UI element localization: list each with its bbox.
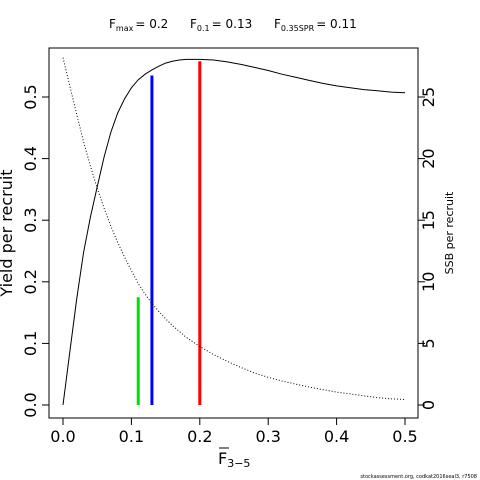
y2-tick-label: 5 xyxy=(419,338,438,348)
x-axis-title-subscript: 3−5 xyxy=(227,457,250,470)
y2-axis-title: SSB per recruit xyxy=(443,191,456,274)
caption: stockassessment.org, codkat2016seal3, r7… xyxy=(360,474,477,480)
y-tick-label: 0.1 xyxy=(21,331,40,356)
y2-tick-label: 0 xyxy=(419,400,438,410)
series-lines xyxy=(62,57,406,406)
y-axis-left: 0.0 0.1 0.2 0.3 0.4 0.5 xyxy=(21,84,50,418)
y-tick-label: 0.3 xyxy=(21,207,40,232)
y2-tick-label: 20 xyxy=(419,148,438,168)
y-tick-label: 0.0 xyxy=(21,392,40,417)
header-fspr-subscript: 0.35SPR xyxy=(281,24,315,33)
reference-lines xyxy=(136,61,202,405)
x-tick-label: 0.3 xyxy=(255,427,280,446)
header-fmax: Fmax = 0.2 xyxy=(109,17,168,33)
y2-tick-label: 10 xyxy=(419,272,438,292)
y2-tick-label: 15 xyxy=(419,210,438,230)
x-tick-label: 0.4 xyxy=(324,427,349,446)
x-axis-title-symbol: F xyxy=(218,449,227,468)
header-f01-symbol: F xyxy=(190,17,197,31)
y-tick-label: 0.4 xyxy=(21,146,40,171)
header-fspr: F0.35SPR = 0.11 xyxy=(274,17,357,33)
y-tick-label: 0.5 xyxy=(21,84,40,109)
header-f01-value: = 0.13 xyxy=(212,17,253,31)
x-tick-label: 0.0 xyxy=(50,427,75,446)
ssb-per-recruit-line xyxy=(62,57,406,400)
header-fspr-symbol: F xyxy=(274,17,281,31)
header-f01: F0.1 = 0.13 xyxy=(190,17,252,33)
yield-per-recruit-line xyxy=(62,58,406,406)
y-tick-label: 0.2 xyxy=(21,269,40,294)
header-fmax-subscript: max xyxy=(116,24,134,33)
y-axis-right: 0 5 10 15 20 25 xyxy=(417,87,438,410)
x-axis: 0.0 0.1 0.2 0.3 0.4 0.5 xyxy=(50,417,418,446)
header-fmax-symbol: F xyxy=(109,17,116,31)
header-fmax-value: = 0.2 xyxy=(135,17,168,31)
plot-frame xyxy=(48,47,419,419)
x-tick-label: 0.1 xyxy=(119,427,144,446)
y2-tick-label: 25 xyxy=(419,87,438,107)
x-tick-label: 0.2 xyxy=(187,427,212,446)
x-tick-label: 0.5 xyxy=(392,427,417,446)
header-f01-subscript: 0.1 xyxy=(197,24,210,33)
y-axis-title: Yield per recruit xyxy=(0,169,16,297)
svg-text:F3−5: F3−5 xyxy=(218,449,250,470)
header-fspr-value: = 0.11 xyxy=(316,17,357,31)
x-axis-title: F3−5 xyxy=(218,447,250,470)
